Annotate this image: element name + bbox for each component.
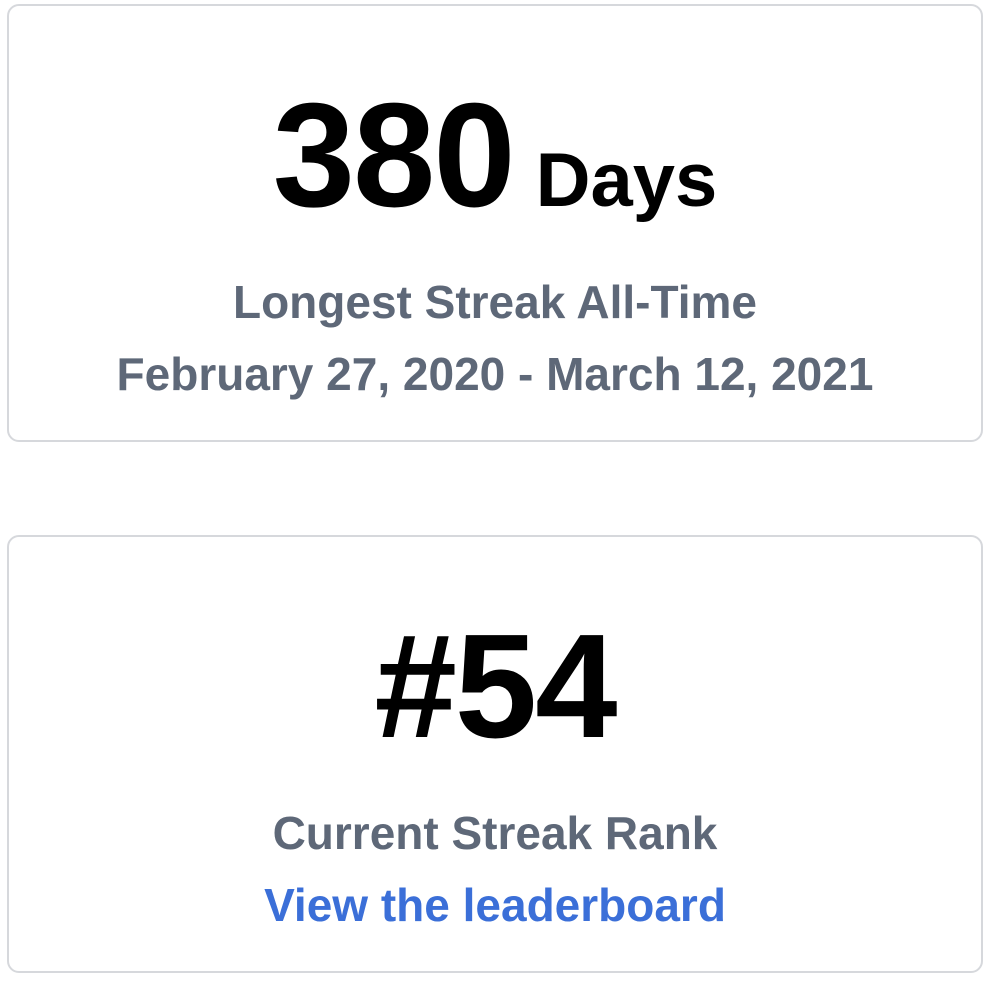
current-rank-card: #54 Current Streak Rank View the leaderb… [7, 535, 983, 973]
longest-streak-label: Longest Streak All-Time [232, 276, 757, 328]
longest-streak-unit: Days [535, 138, 718, 223]
current-rank-stat: #54 [9, 613, 981, 761]
current-rank-label: Current Streak Rank [272, 807, 718, 859]
current-rank-value: #54 [374, 604, 618, 769]
longest-streak-date-range: February 27, 2020 - March 12, 2021 [116, 348, 874, 400]
longest-streak-card: 380 Days Longest Streak All-Time February… [7, 4, 983, 442]
longest-streak-stat: 380 Days [9, 82, 981, 230]
leaderboard-link[interactable]: View the leaderboard [264, 879, 726, 931]
longest-streak-value: 380 [272, 73, 516, 238]
